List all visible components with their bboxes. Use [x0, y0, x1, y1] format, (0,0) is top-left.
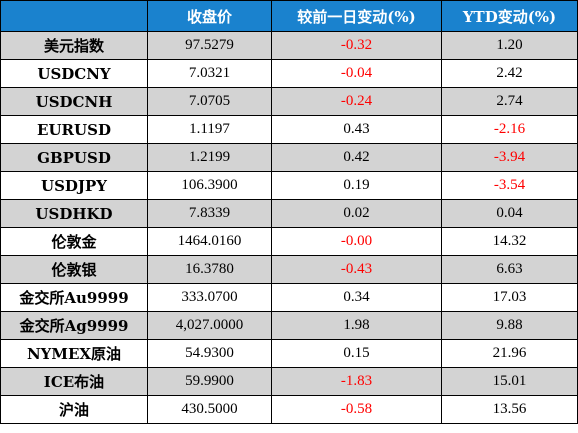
ytd-change: 13.56	[441, 395, 578, 424]
instrument-name: USDJPY	[0, 171, 148, 200]
market-quotes-table: 收盘价 较前一日变动(%) YTD变动(%) 美元指数 97.5279 -0.32 1…	[0, 0, 578, 424]
close-price: 7.0705	[147, 87, 272, 116]
table-row: EURUSD 1.1197 0.43 -2.16	[0, 115, 578, 144]
close-price: 106.3900	[147, 171, 272, 200]
ytd-change: 6.63	[441, 255, 578, 284]
table-row: USDCNH 7.0705 -0.24 2.74	[0, 87, 578, 116]
header-close-price: 收盘价	[147, 0, 272, 32]
close-price: 54.9300	[147, 339, 272, 368]
close-price: 333.0700	[147, 283, 272, 312]
close-price: 4,027.0000	[147, 311, 272, 340]
table-row: USDCNY 7.0321 -0.04 2.42	[0, 59, 578, 88]
instrument-name: USDCNY	[0, 59, 148, 88]
instrument-name: 伦敦银	[0, 255, 148, 284]
table-row: 沪油 430.5000 -0.58 13.56	[0, 395, 578, 424]
daily-change: 0.19	[271, 171, 442, 200]
ytd-change: 21.96	[441, 339, 578, 368]
ytd-change: 17.03	[441, 283, 578, 312]
instrument-name: 美元指数	[0, 31, 148, 60]
ytd-change: 0.04	[441, 199, 578, 228]
daily-change: -0.58	[271, 395, 442, 424]
instrument-name: EURUSD	[0, 115, 148, 144]
close-price: 97.5279	[147, 31, 272, 60]
ytd-change: -2.16	[441, 115, 578, 144]
ytd-change: -3.54	[441, 171, 578, 200]
daily-change: -0.04	[271, 59, 442, 88]
header-ytd-change: YTD变动(%)	[441, 0, 578, 32]
daily-change: -0.00	[271, 227, 442, 256]
close-price: 16.3780	[147, 255, 272, 284]
table-row: 美元指数 97.5279 -0.32 1.20	[0, 31, 578, 60]
ytd-change: 9.88	[441, 311, 578, 340]
instrument-name: GBPUSD	[0, 143, 148, 172]
table-row: 金交所Ag9999 4,027.0000 1.98 9.88	[0, 311, 578, 340]
ytd-change: 14.32	[441, 227, 578, 256]
daily-change: 0.43	[271, 115, 442, 144]
table-row: 金交所Au9999 333.0700 0.34 17.03	[0, 283, 578, 312]
ytd-change: 1.20	[441, 31, 578, 60]
ytd-change: 2.74	[441, 87, 578, 116]
table-header: 收盘价 较前一日变动(%) YTD变动(%)	[0, 0, 578, 32]
header-row: 收盘价 较前一日变动(%) YTD变动(%)	[0, 0, 578, 32]
table-row: USDHKD 7.8339 0.02 0.04	[0, 199, 578, 228]
daily-change: 0.34	[271, 283, 442, 312]
daily-change: -0.43	[271, 255, 442, 284]
close-price: 430.5000	[147, 395, 272, 424]
instrument-name: 伦敦金	[0, 227, 148, 256]
daily-change: -1.83	[271, 367, 442, 396]
ytd-change: -3.94	[441, 143, 578, 172]
daily-change: 0.02	[271, 199, 442, 228]
table-row: NYMEX原油 54.9300 0.15 21.96	[0, 339, 578, 368]
daily-change: 1.98	[271, 311, 442, 340]
table-row: 伦敦金 1464.0160 -0.00 14.32	[0, 227, 578, 256]
ytd-change: 2.42	[441, 59, 578, 88]
table-row: ICE布油 59.9900 -1.83 15.01	[0, 367, 578, 396]
table-body: 美元指数 97.5279 -0.32 1.20 USDCNY 7.0321 -0.04 2.4…	[0, 31, 578, 424]
instrument-name: 金交所Ag9999	[0, 311, 148, 340]
close-price: 1464.0160	[147, 227, 272, 256]
instrument-name: USDHKD	[0, 199, 148, 228]
close-price: 59.9900	[147, 367, 272, 396]
header-daily-change: 较前一日变动(%)	[271, 0, 442, 32]
daily-change: 0.15	[271, 339, 442, 368]
table-row: USDJPY 106.3900 0.19 -3.54	[0, 171, 578, 200]
instrument-name: 沪油	[0, 395, 148, 424]
close-price: 1.1197	[147, 115, 272, 144]
table-row: GBPUSD 1.2199 0.42 -3.94	[0, 143, 578, 172]
close-price: 1.2199	[147, 143, 272, 172]
close-price: 7.0321	[147, 59, 272, 88]
instrument-name: ICE布油	[0, 367, 148, 396]
table-row: 伦敦银 16.3780 -0.43 6.63	[0, 255, 578, 284]
instrument-name: 金交所Au9999	[0, 283, 148, 312]
daily-change: -0.32	[271, 31, 442, 60]
close-price: 7.8339	[147, 199, 272, 228]
daily-change: -0.24	[271, 87, 442, 116]
instrument-name: NYMEX原油	[0, 339, 148, 368]
ytd-change: 15.01	[441, 367, 578, 396]
header-instrument	[0, 0, 148, 32]
instrument-name: USDCNH	[0, 87, 148, 116]
daily-change: 0.42	[271, 143, 442, 172]
